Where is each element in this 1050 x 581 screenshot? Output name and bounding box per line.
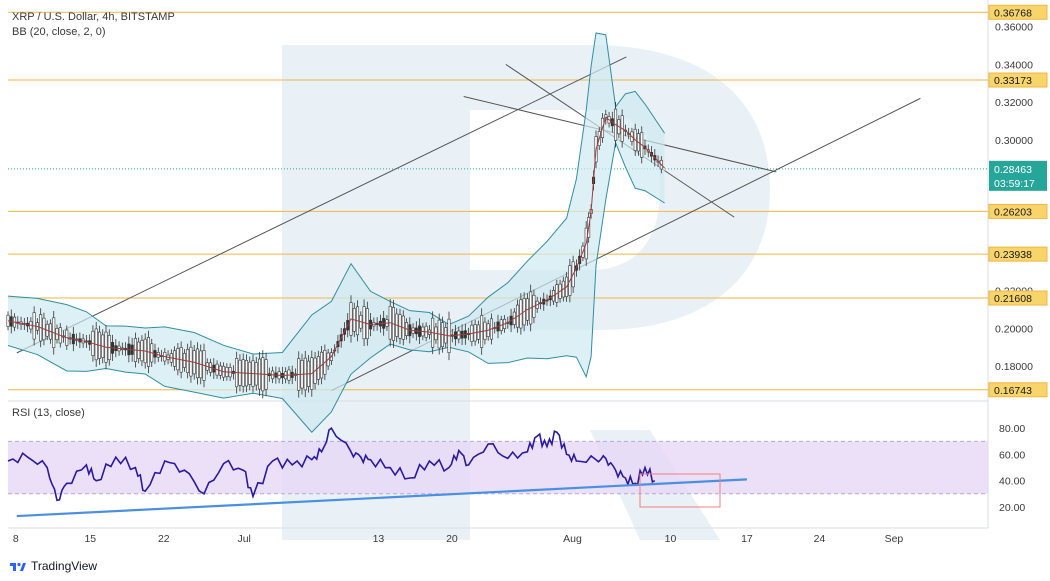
bollinger-upper-line: [7, 32, 666, 355]
level-label: 0.33173: [994, 75, 1032, 87]
footer-brand-text: TradingView: [31, 559, 98, 573]
time-axis[interactable]: 8 15 22 Jul 13 20 Aug 10 17 24 Sep: [13, 533, 904, 545]
rsi-tick-label: 40.00: [999, 476, 1025, 488]
rsi-axis[interactable]: 80.00 60.00 40.00 20.00: [999, 423, 1025, 514]
rsi-legend[interactable]: RSI (13, close): [12, 407, 85, 419]
current-price-label: 0.28463: [994, 164, 1032, 176]
price-pane[interactable]: [6, 11, 988, 433]
level-label: 0.16743: [994, 385, 1032, 397]
rsi-highlight-box: [639, 473, 721, 508]
rsi-pane[interactable]: [7, 427, 988, 518]
level-label-bg: [988, 290, 1048, 306]
rsi-line: [7, 427, 656, 502]
time-tick-label: 13: [373, 533, 385, 545]
chart-grid: [8, 0, 989, 529]
time-tick-label: 20: [446, 533, 458, 545]
bollinger-legend[interactable]: BB (20, close, 2, 0): [12, 26, 106, 38]
level-label-bg: [988, 72, 1048, 88]
current-price-countdown: 03:59:17: [994, 178, 1035, 190]
rsi-trendline: [16, 478, 747, 518]
time-tick-label: 24: [814, 533, 826, 545]
time-tick-label: 8: [13, 533, 19, 545]
level-label: 0.36768: [994, 7, 1032, 19]
price-tick-label: 0.32000: [995, 97, 1033, 109]
rsi-tick-label: 60.00: [999, 449, 1025, 461]
symbol-legend[interactable]: XRP / U.S. Dollar, 4h, BITSTAMP: [12, 11, 175, 23]
price-tick-label: 0.34000: [995, 59, 1033, 71]
price-tick-label: 0.30000: [995, 135, 1033, 147]
rsi-band-fill: [8, 441, 988, 494]
bollinger-basis-line: [7, 116, 665, 376]
current-price-label-bg: [989, 160, 1047, 191]
time-tick-label: Aug: [563, 533, 582, 545]
level-label-bg: [988, 246, 1048, 262]
bollinger-lower-line: [7, 140, 665, 433]
level-label-bg: [988, 203, 1048, 219]
footer-brand[interactable]: TradingView: [10, 557, 97, 575]
price-axis[interactable]: 0.360000.340000.320000.300000.220000.200…: [988, 4, 1048, 398]
time-tick-label: Jul: [237, 533, 250, 545]
level-label: 0.21608: [994, 293, 1032, 305]
time-tick-label: Sep: [885, 533, 904, 545]
price-tick-label: 0.36000: [995, 22, 1033, 34]
level-label-bg: [988, 4, 1048, 20]
time-tick-label: 22: [158, 533, 170, 545]
rsi-tick-label: 80.00: [999, 423, 1025, 435]
rsi-tick-label: 20.00: [999, 502, 1025, 514]
price-tick-label: 0.20000: [995, 323, 1033, 335]
level-label: 0.23938: [994, 249, 1032, 261]
level-label-bg: [988, 382, 1048, 398]
price-tick-label: 0.18000: [995, 361, 1033, 373]
bollinger-band-fill: [8, 32, 665, 433]
level-label: 0.26203: [994, 206, 1032, 218]
time-tick-label: 17: [741, 533, 753, 545]
channel-trend-line: [16, 56, 627, 354]
time-tick-label: 10: [665, 533, 677, 545]
time-tick-label: 15: [84, 533, 96, 545]
tradingview-logo-icon: [10, 562, 26, 571]
